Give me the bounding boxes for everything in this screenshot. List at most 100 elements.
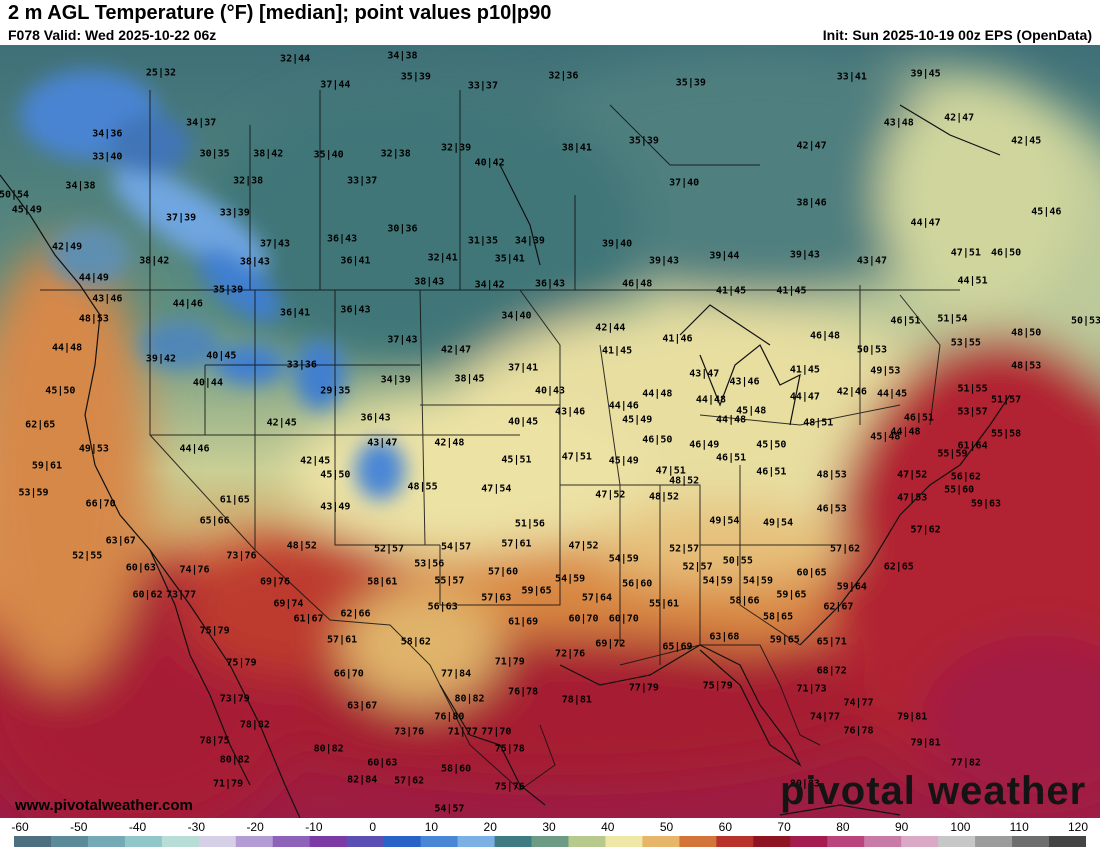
point-value: 35|39 bbox=[212, 284, 244, 296]
point-value: 35|39 bbox=[628, 135, 659, 147]
point-value: 36|43 bbox=[340, 304, 371, 316]
point-value: 49|54 bbox=[709, 515, 740, 527]
point-value: 54|59 bbox=[555, 573, 586, 585]
point-value: 45|49 bbox=[608, 455, 639, 467]
point-value: 54|59 bbox=[742, 575, 773, 587]
point-value: 65|71 bbox=[816, 636, 847, 648]
point-value: 44|46 bbox=[179, 443, 210, 455]
colorbar-tick: 70 bbox=[777, 820, 791, 834]
point-value: 45|49 bbox=[622, 414, 653, 426]
point-value: 43|47 bbox=[689, 368, 720, 380]
valid-time: F078 Valid: Wed 2025-10-22 06z bbox=[8, 27, 217, 43]
point-value: 80|83 bbox=[789, 778, 820, 790]
point-value: 66|70 bbox=[85, 498, 116, 510]
point-value: 32|44 bbox=[280, 53, 311, 65]
point-value: 32|38 bbox=[380, 148, 411, 160]
point-value: 37|43 bbox=[387, 334, 418, 346]
point-value: 72|76 bbox=[555, 648, 586, 660]
colorbar-swatch bbox=[605, 836, 644, 847]
point-value: 43|46 bbox=[92, 293, 123, 305]
colorbar-tick: 80 bbox=[836, 820, 850, 834]
point-value: 45|48 bbox=[870, 431, 901, 443]
point-value: 32|41 bbox=[427, 252, 458, 264]
point-value: 47|54 bbox=[481, 483, 512, 495]
point-value: 41|45 bbox=[789, 364, 820, 375]
point-value: 31|35 bbox=[467, 235, 498, 247]
point-value: 44|48 bbox=[716, 414, 747, 426]
point-value: 51|55 bbox=[957, 383, 988, 395]
point-value: 75|78 bbox=[494, 743, 525, 755]
point-value: 40|45 bbox=[206, 350, 237, 362]
point-value: 71|79 bbox=[212, 778, 244, 790]
point-value: 57|62 bbox=[394, 775, 425, 787]
colorbar-tick: 90 bbox=[894, 820, 909, 834]
colorbar-swatch bbox=[864, 836, 902, 847]
point-value: 44|45 bbox=[877, 388, 908, 400]
point-value: 30|36 bbox=[387, 223, 418, 235]
point-value: 35|39 bbox=[675, 77, 706, 89]
point-value: 44|48 bbox=[52, 342, 83, 354]
point-value: 49|53 bbox=[870, 365, 901, 377]
point-value: 61|69 bbox=[508, 616, 539, 628]
point-value: 75|79 bbox=[199, 625, 230, 637]
point-value: 47|52 bbox=[595, 489, 626, 501]
point-value: 48|53 bbox=[78, 313, 109, 325]
point-value: 37|44 bbox=[320, 79, 351, 91]
point-value: 65|66 bbox=[199, 515, 230, 527]
point-value: 42|45 bbox=[266, 417, 297, 429]
point-value: 38|46 bbox=[796, 197, 827, 209]
point-value: 76|78 bbox=[508, 686, 539, 698]
point-value: 58|61 bbox=[367, 576, 398, 588]
point-value: 63|67 bbox=[347, 700, 378, 712]
point-value: 47|51 bbox=[950, 247, 981, 259]
point-value: 44|48 bbox=[890, 426, 921, 438]
point-value: 32|39 bbox=[441, 142, 472, 154]
point-value: 36|43 bbox=[327, 233, 358, 245]
point-value: 78|75 bbox=[199, 735, 230, 747]
point-value: 35|40 bbox=[313, 149, 344, 161]
point-value: 34|37 bbox=[186, 117, 217, 129]
colorbar-tick: -50 bbox=[70, 820, 88, 834]
point-value: 37|41 bbox=[508, 362, 539, 374]
point-value: 35|41 bbox=[494, 253, 525, 265]
point-value: 59|65 bbox=[521, 585, 552, 597]
point-value: 78|82 bbox=[239, 719, 270, 731]
point-value: 41|45 bbox=[776, 285, 807, 297]
colorbar-swatch bbox=[531, 836, 570, 847]
point-value: 54|59 bbox=[702, 575, 733, 587]
point-value: 34|39 bbox=[514, 235, 545, 247]
colorbar-swatch bbox=[679, 836, 717, 847]
point-value: 59|65 bbox=[776, 589, 807, 601]
point-value: 48|53 bbox=[1011, 360, 1042, 372]
point-value: 74|77 bbox=[809, 711, 841, 723]
point-value: 33|37 bbox=[467, 80, 498, 92]
point-value: 44|51 bbox=[957, 275, 988, 287]
point-value: 71|79 bbox=[494, 656, 525, 668]
colorbar-swatch bbox=[938, 836, 976, 847]
point-value: 55|59 bbox=[937, 448, 968, 460]
point-value: 40|43 bbox=[534, 385, 566, 397]
point-value: 57|62 bbox=[910, 524, 941, 536]
colorbar-swatch bbox=[420, 836, 459, 847]
point-value: 58|65 bbox=[762, 611, 794, 623]
point-value: 43|47 bbox=[367, 437, 398, 449]
point-value: 62|65 bbox=[25, 419, 56, 431]
point-value: 39|44 bbox=[709, 250, 740, 262]
point-value: 50|53 bbox=[856, 344, 887, 356]
point-value: 76|78 bbox=[843, 725, 874, 737]
point-value: 44|47 bbox=[910, 217, 941, 229]
point-value: 32|36 bbox=[548, 70, 579, 82]
point-value: 44|46 bbox=[172, 298, 203, 310]
colorbar-strip bbox=[14, 836, 1086, 847]
point-value: 34|38 bbox=[387, 50, 418, 62]
point-value: 39|40 bbox=[602, 238, 633, 250]
point-value: 58|62 bbox=[400, 636, 431, 648]
colorbar-swatch bbox=[235, 836, 274, 847]
point-value: 58|66 bbox=[729, 595, 760, 607]
point-value: 47|51 bbox=[561, 451, 592, 463]
point-value: 30|35 bbox=[199, 148, 230, 160]
colorbar-swatch bbox=[827, 836, 865, 847]
colorbar-tick: -40 bbox=[128, 820, 147, 834]
colorbar-swatch bbox=[1049, 836, 1086, 847]
point-value: 46|51 bbox=[903, 412, 934, 424]
